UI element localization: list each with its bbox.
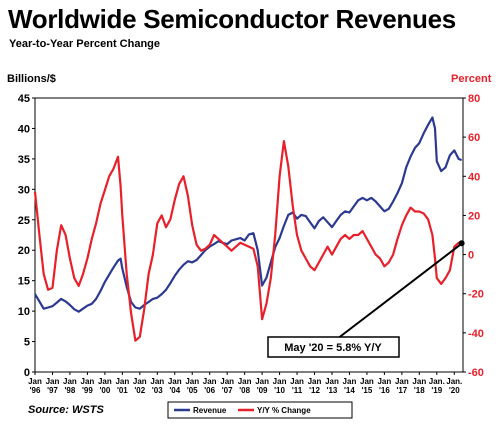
x-tick-label-year: '04 bbox=[169, 386, 180, 395]
y-left-tick-label: 35 bbox=[18, 154, 30, 166]
x-tick-label-month: Jan bbox=[185, 377, 199, 386]
x-tick-label-month: Jan bbox=[203, 377, 217, 386]
x-tick-label-month: Jan bbox=[343, 377, 357, 386]
x-tick-label-year: '06 bbox=[204, 386, 215, 395]
legend-label-yoy: Y/Y % Change bbox=[257, 406, 311, 415]
x-tick-label-month: Jan bbox=[395, 377, 409, 386]
x-tick-label-year: '98 bbox=[65, 386, 76, 395]
x-tick-label-month: Jan bbox=[81, 377, 95, 386]
x-tick-label-month: Jan bbox=[377, 377, 391, 386]
x-tick-label-month: Jan bbox=[150, 377, 164, 386]
annotation-text: May '20 = 5.8% Y/Y bbox=[284, 342, 382, 354]
x-tick-label-month: Jan bbox=[273, 377, 287, 386]
annotation-point bbox=[458, 240, 465, 247]
y-right-tick-label: 40 bbox=[468, 171, 480, 183]
revenue-series-line bbox=[34, 116, 463, 313]
x-tick-label-year: '18 bbox=[414, 386, 425, 395]
x-tick-label-month: Jan bbox=[63, 377, 77, 386]
y-right-tick-label: 20 bbox=[468, 210, 480, 222]
x-tick-label-month: Jan bbox=[28, 377, 42, 386]
y-left-tick-label: 20 bbox=[18, 245, 30, 257]
x-tick-label-month: Jan bbox=[308, 377, 322, 386]
x-tick-label-year: '02 bbox=[134, 386, 145, 395]
x-tick-label-year: '19 bbox=[431, 386, 442, 395]
x-tick-label-year: '01 bbox=[117, 386, 128, 395]
y-left-tick-label: 10 bbox=[18, 306, 30, 318]
x-tick-label-month: Jan bbox=[98, 377, 112, 386]
x-tick-label-year: '03 bbox=[152, 386, 163, 395]
x-tick-label-month: Jan bbox=[46, 377, 60, 386]
x-tick-label-year: '99 bbox=[82, 386, 93, 395]
legend-box bbox=[167, 401, 353, 419]
y-right-tick-label: -60 bbox=[468, 367, 484, 379]
chart-subtitle: Year-to-Year Percent Change bbox=[9, 38, 161, 50]
x-tick-label-month: Jan bbox=[255, 377, 269, 386]
yoy-series-line bbox=[33, 140, 462, 342]
y-right-tick-label: -40 bbox=[468, 328, 484, 340]
x-tick-label-month: Jan bbox=[115, 377, 129, 386]
y-axis-right-label: Percent bbox=[451, 73, 492, 85]
x-tick-label-year: '15 bbox=[362, 386, 373, 395]
x-tick-label-month: Jan bbox=[238, 377, 252, 386]
x-tick-label-month: Jan. bbox=[429, 377, 445, 386]
x-tick-label-year: '20 bbox=[449, 386, 460, 395]
y-right-tick-label: 0 bbox=[468, 250, 474, 262]
source-note: Source: WSTS bbox=[28, 404, 104, 416]
plot-frame bbox=[34, 97, 464, 373]
x-tick-label-year: '08 bbox=[239, 386, 250, 395]
y-right-tick-label: -20 bbox=[468, 289, 484, 301]
x-tick-label-month: Jan. bbox=[446, 377, 462, 386]
x-tick-label-year: '96 bbox=[30, 386, 41, 395]
x-tick-label-month: Jan bbox=[168, 377, 182, 386]
x-tick-label-year: '09 bbox=[257, 386, 268, 395]
y-left-tick-label: 40 bbox=[18, 123, 30, 135]
x-tick-label-year: '05 bbox=[187, 386, 198, 395]
x-tick-label-month: Jan bbox=[133, 377, 147, 386]
annotation-leader-line bbox=[336, 244, 461, 340]
y-left-tick-label: 30 bbox=[18, 184, 30, 196]
x-tick-label-month: Jan bbox=[220, 377, 234, 386]
x-tick-label-month: Jan bbox=[325, 377, 339, 386]
annotation-box bbox=[267, 336, 400, 358]
x-tick-label-year: '14 bbox=[344, 386, 355, 395]
x-tick-label-year: '12 bbox=[309, 386, 320, 395]
x-tick-label-year: '17 bbox=[396, 386, 407, 395]
legend-label-revenue: Revenue bbox=[193, 406, 227, 415]
x-tick-label-month: Jan bbox=[412, 377, 426, 386]
x-tick-label-year: '97 bbox=[47, 386, 58, 395]
x-tick-label-year: '07 bbox=[222, 386, 233, 395]
x-tick-label-year: '13 bbox=[327, 386, 338, 395]
y-right-tick-label: 60 bbox=[468, 132, 480, 144]
chart-title: Worldwide Semiconductor Revenues bbox=[8, 4, 456, 34]
y-right-tick-label: 80 bbox=[468, 93, 480, 105]
x-tick-label-month: Jan bbox=[360, 377, 374, 386]
y-left-tick-label: 15 bbox=[18, 276, 30, 288]
x-tick-label-year: '16 bbox=[379, 386, 390, 395]
y-left-tick-label: 0 bbox=[24, 367, 30, 379]
y-left-tick-label: 5 bbox=[24, 337, 30, 349]
y-axis-left-label: Billions/$ bbox=[7, 73, 56, 85]
y-left-tick-label: 45 bbox=[18, 93, 30, 105]
y-left-tick-label: 25 bbox=[18, 215, 30, 227]
x-tick-label-year: '11 bbox=[292, 386, 303, 395]
x-tick-label-month: Jan bbox=[290, 377, 304, 386]
x-tick-label-year: '00 bbox=[99, 386, 110, 395]
x-tick-label-year: '10 bbox=[274, 386, 285, 395]
